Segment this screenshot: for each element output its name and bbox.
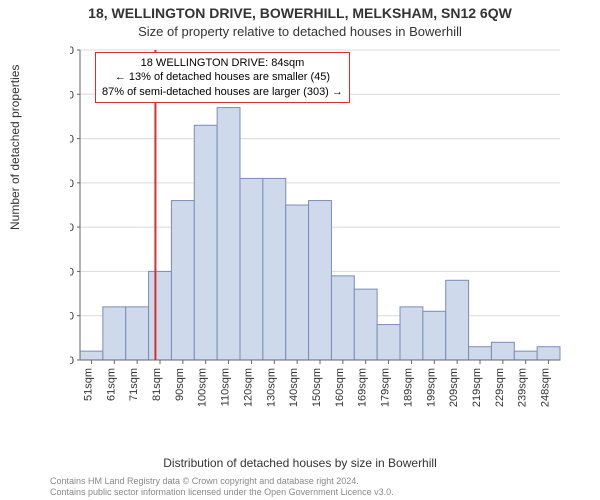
x-axis-label: Distribution of detached houses by size …: [0, 456, 600, 470]
info-line-1: 18 WELLINGTON DRIVE: 84sqm: [102, 56, 343, 70]
svg-text:120sqm: 120sqm: [242, 368, 254, 407]
svg-text:51sqm: 51sqm: [82, 368, 94, 401]
footer-line-1: Contains HM Land Registry data © Crown c…: [50, 476, 359, 486]
svg-text:130sqm: 130sqm: [265, 368, 277, 407]
svg-text:179sqm: 179sqm: [380, 368, 392, 407]
svg-text:248sqm: 248sqm: [540, 368, 552, 407]
svg-text:0: 0: [70, 355, 74, 367]
title-main: 18, WELLINGTON DRIVE, BOWERHILL, MELKSHA…: [0, 5, 600, 21]
svg-text:199sqm: 199sqm: [425, 368, 437, 407]
svg-text:110sqm: 110sqm: [220, 368, 232, 406]
footer-line-2: Contains public sector information licen…: [50, 487, 394, 497]
svg-text:209sqm: 209sqm: [448, 368, 460, 407]
y-axis-label: Number of detached properties: [8, 65, 22, 230]
info-line-2: ← 13% of detached houses are smaller (45…: [102, 70, 343, 84]
svg-text:30: 30: [70, 222, 74, 234]
chart-container: 18, WELLINGTON DRIVE, BOWERHILL, MELKSHA…: [0, 0, 600, 500]
svg-text:100sqm: 100sqm: [197, 368, 209, 407]
info-line-3: 87% of semi-detached houses are larger (…: [102, 85, 343, 99]
svg-text:239sqm: 239sqm: [517, 368, 529, 407]
svg-text:70: 70: [70, 45, 74, 57]
svg-text:61sqm: 61sqm: [105, 368, 117, 401]
svg-text:90sqm: 90sqm: [174, 368, 186, 401]
svg-text:71sqm: 71sqm: [128, 368, 140, 401]
svg-text:169sqm: 169sqm: [357, 368, 369, 407]
svg-text:160sqm: 160sqm: [334, 368, 346, 407]
svg-text:20: 20: [70, 266, 74, 278]
svg-text:81sqm: 81sqm: [151, 368, 163, 401]
svg-text:140sqm: 140sqm: [288, 368, 300, 407]
svg-text:229sqm: 229sqm: [494, 368, 506, 407]
svg-text:150sqm: 150sqm: [311, 368, 323, 407]
svg-text:50: 50: [70, 134, 74, 146]
svg-text:10: 10: [70, 311, 74, 323]
info-box: 18 WELLINGTON DRIVE: 84sqm ← 13% of deta…: [95, 52, 350, 103]
title-sub: Size of property relative to detached ho…: [0, 24, 600, 39]
svg-text:60: 60: [70, 89, 74, 101]
svg-text:40: 40: [70, 178, 74, 190]
svg-text:219sqm: 219sqm: [471, 368, 483, 407]
svg-text:189sqm: 189sqm: [402, 368, 414, 407]
